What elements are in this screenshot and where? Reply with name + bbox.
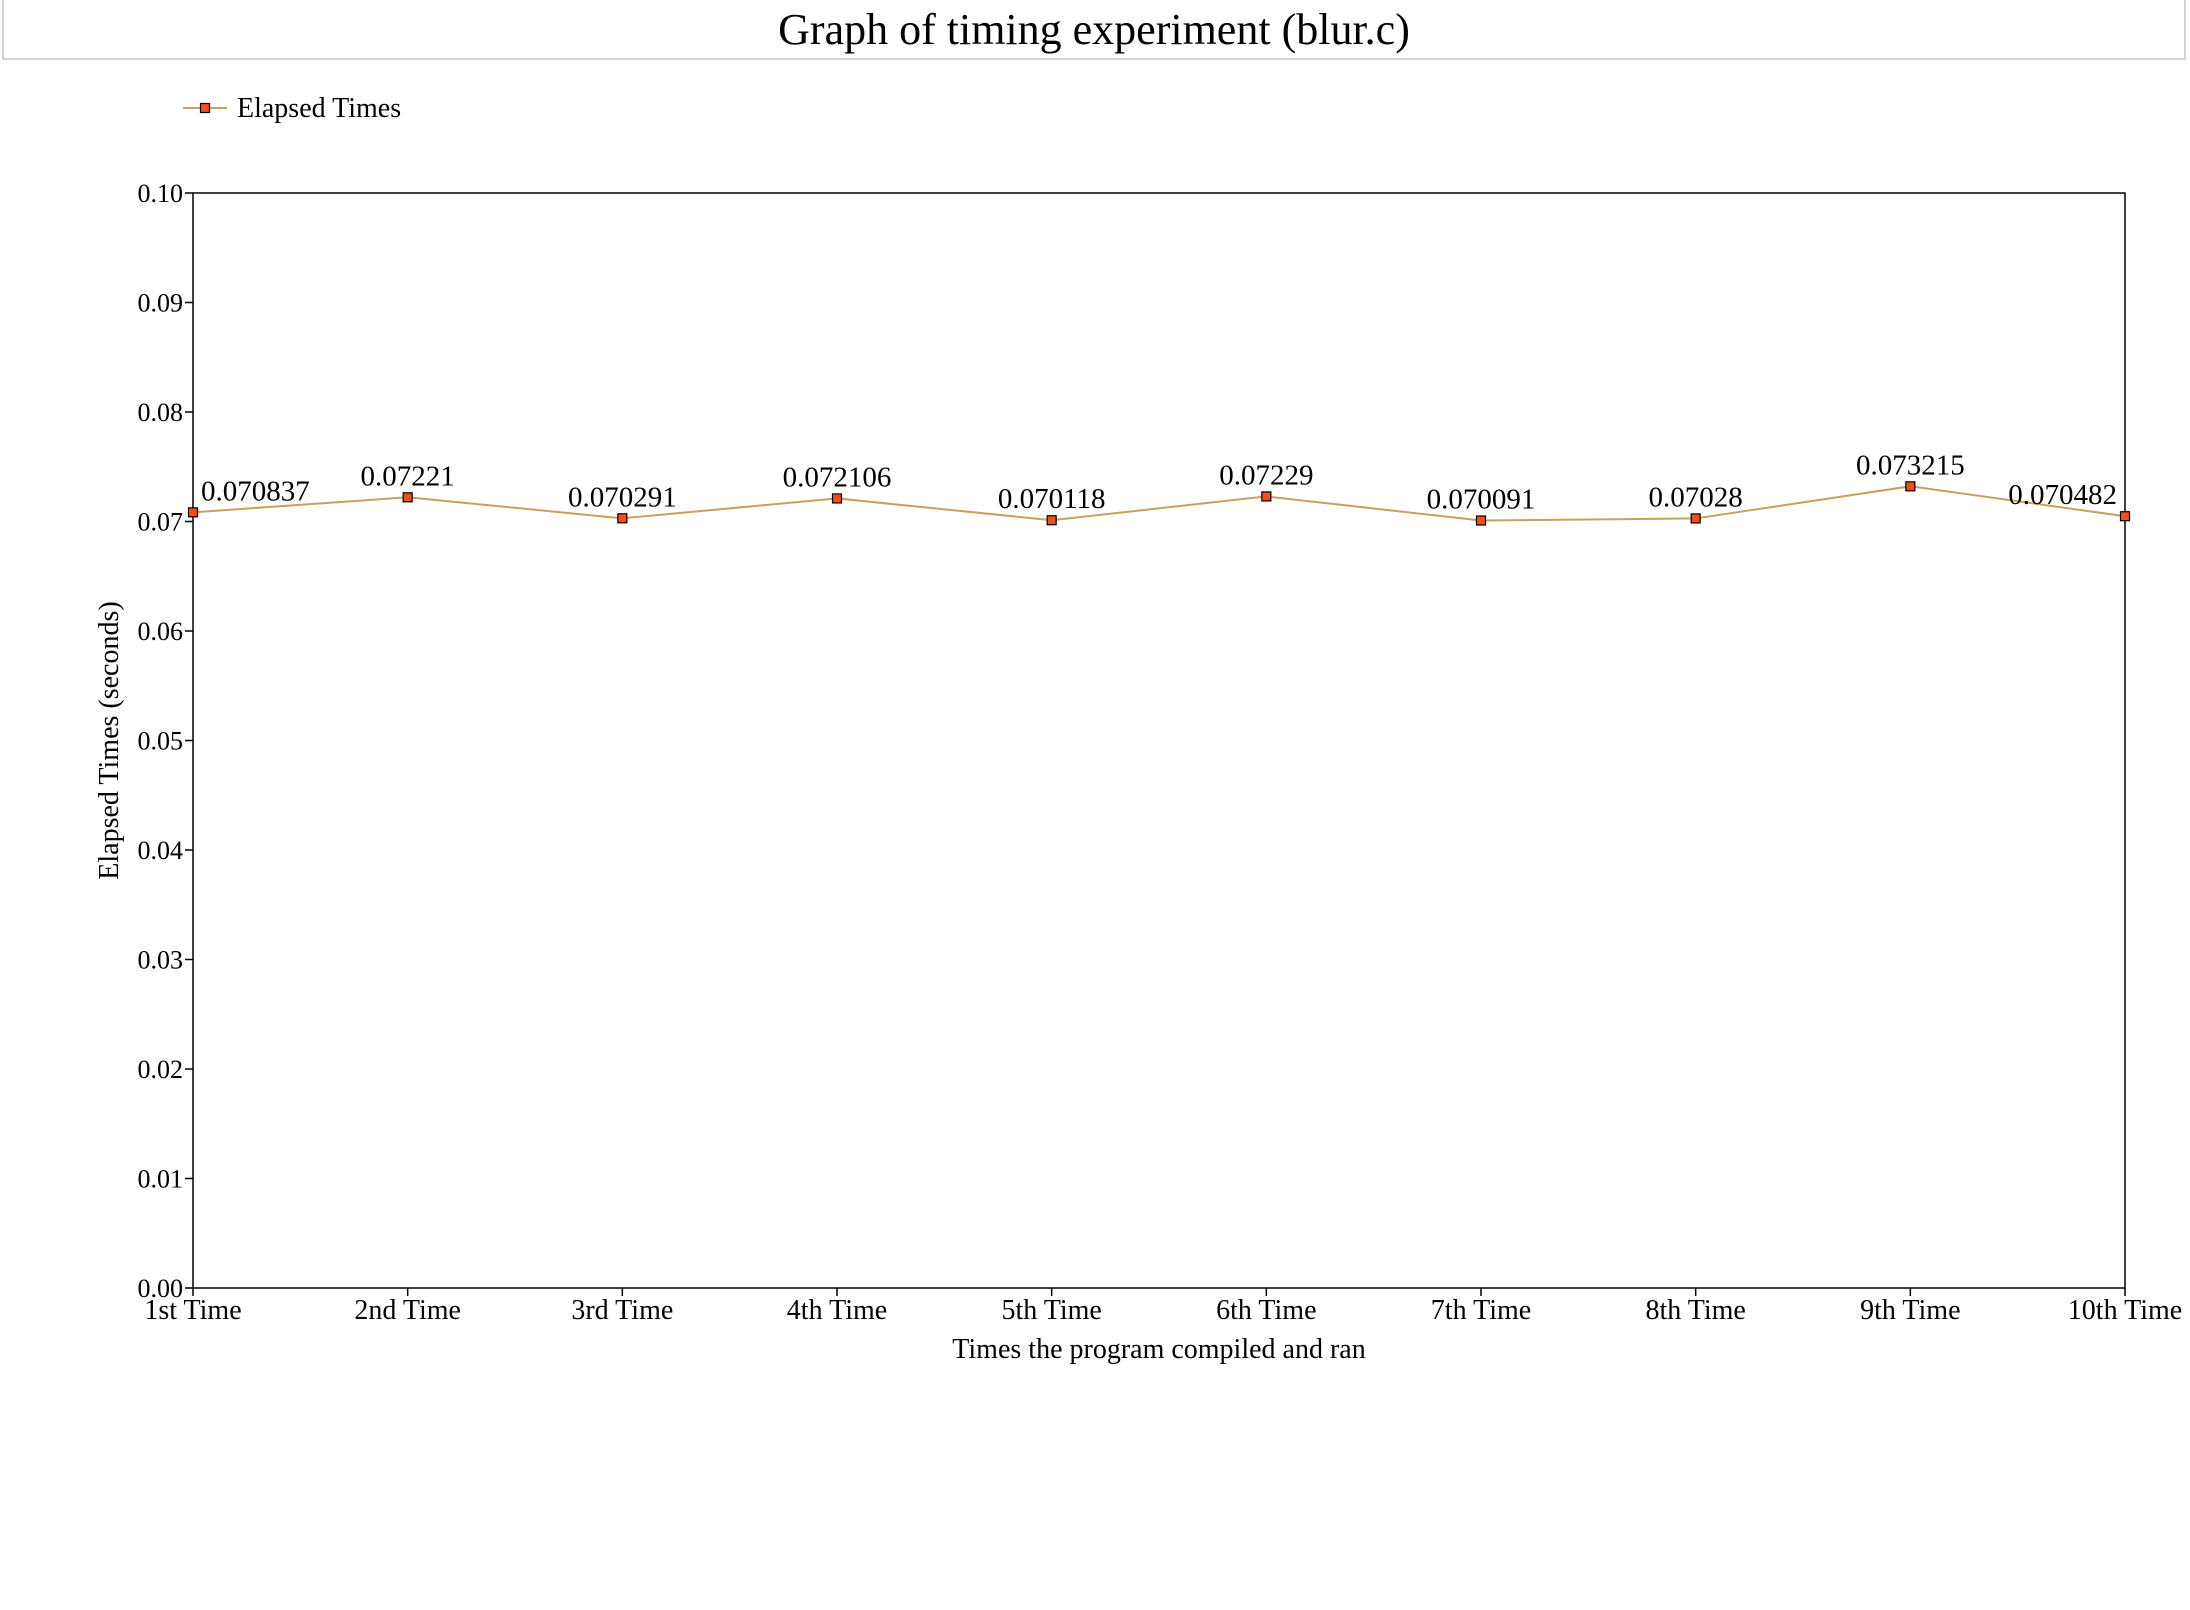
y-tick-label: 0.07 (138, 508, 184, 537)
data-point-marker (1690, 513, 1701, 524)
data-label: 0.072106 (783, 461, 892, 493)
x-tick-label: 7th Time (1431, 1295, 1531, 1326)
data-label: 0.070118 (998, 483, 1106, 515)
x-tick-label: 10th Time (2068, 1295, 2182, 1326)
data-label: 0.07229 (1219, 459, 1313, 491)
data-point-marker (402, 492, 413, 503)
y-tick-label: 0.08 (138, 398, 184, 427)
data-label: 0.070091 (1427, 484, 1536, 516)
data-label: 0.070291 (568, 481, 677, 513)
x-tick-label: 9th Time (1860, 1295, 1960, 1326)
x-tick-label: 8th Time (1645, 1295, 1745, 1326)
legend-label: Elapsed Times (237, 93, 401, 124)
data-point-marker (617, 513, 628, 524)
chart-title-bar: Graph of timing experiment (blur.c) (2, 0, 2186, 60)
y-tick-label: 0.10 (138, 179, 184, 208)
data-point-marker (1046, 515, 1057, 526)
x-axis-label: Times the program compiled and ran (952, 1334, 1365, 1365)
data-point-marker (831, 493, 843, 504)
data-label: 0.07221 (361, 460, 455, 492)
data-point-marker (1261, 491, 1272, 502)
x-tick-label: 5th Time (1001, 1295, 1101, 1326)
y-axis-label: Elapsed Times (seconds) (94, 601, 125, 879)
y-tick-label: 0.09 (138, 289, 184, 318)
chart-title: Graph of timing experiment (blur.c) (778, 4, 1410, 54)
y-tick-label: 0.00 (138, 1274, 184, 1303)
y-tick-label: 0.04 (138, 836, 184, 865)
data-point-marker (1905, 481, 1916, 492)
x-tick-label: 2nd Time (354, 1295, 461, 1326)
data-point-marker (187, 507, 199, 518)
x-tick-label: 1st Time (144, 1295, 241, 1326)
data-label: 0.073215 (1856, 449, 1965, 481)
x-tick-label: 6th Time (1216, 1295, 1316, 1326)
data-point-marker (2119, 511, 2131, 522)
y-tick-label: 0.06 (138, 617, 184, 646)
y-tick-label: 0.01 (138, 1165, 184, 1194)
y-tick-label: 0.02 (138, 1055, 184, 1084)
data-point-marker (1475, 515, 1487, 526)
plot-area-frame (192, 192, 2126, 1289)
x-tick-label: 3rd Time (571, 1295, 673, 1326)
series-line (192, 485, 2126, 522)
legend-marker (199, 102, 211, 114)
data-label: 0.070482 (2008, 479, 2117, 511)
x-tick-label: 4th Time (787, 1295, 887, 1326)
data-label: 0.070837 (201, 475, 310, 507)
y-tick-label: 0.03 (138, 946, 184, 975)
y-tick-label: 0.05 (138, 727, 184, 756)
data-label: 0.07028 (1649, 481, 1743, 513)
